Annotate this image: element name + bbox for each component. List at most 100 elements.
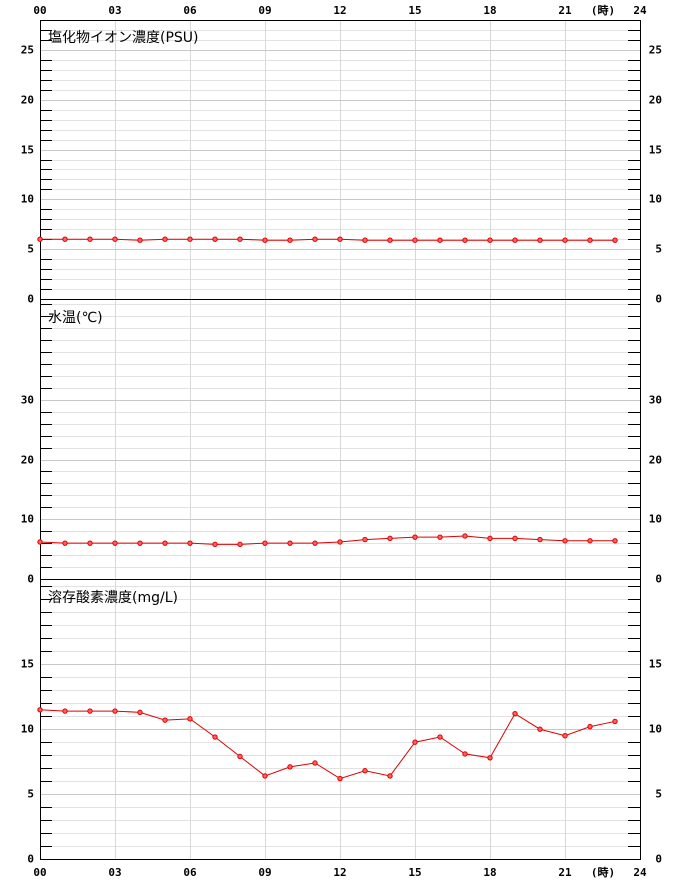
x-tick-label: 06: [183, 866, 197, 879]
data-point: [562, 237, 568, 243]
data-point: [512, 710, 518, 717]
data-point: [62, 708, 68, 714]
x-tick-label: 12: [333, 866, 346, 879]
y-tick-label-right: 5: [655, 243, 662, 256]
data-point: [337, 775, 343, 782]
x-tick-label: 12: [333, 4, 346, 17]
x-unit-label: (時): [591, 3, 615, 17]
y-tick-label: 20: [21, 94, 34, 107]
data-point: [612, 538, 618, 544]
y-tick-label-right: 30: [649, 394, 662, 407]
y-tick-label: 5: [27, 243, 34, 256]
data-point: [112, 236, 118, 242]
data-point: [212, 541, 218, 548]
y-tick-label: 0: [27, 293, 34, 306]
data-point: [212, 734, 218, 740]
data-point: [437, 237, 443, 243]
x-tick-label: 18: [483, 4, 496, 17]
data-point: [287, 237, 293, 243]
data-point: [237, 541, 243, 548]
data-point: [237, 753, 243, 760]
data-point: [587, 237, 593, 243]
data-point: [262, 237, 268, 243]
data-point: [512, 237, 518, 243]
data-point: [112, 708, 118, 714]
y-tick-label: 30: [21, 394, 34, 407]
data-point: [487, 535, 493, 542]
data-point: [187, 540, 193, 546]
x-tick-label: 03: [108, 866, 121, 879]
x-tick-label: 09: [258, 4, 271, 17]
data-point: [162, 717, 168, 723]
y-tick-label-right: 15: [649, 658, 662, 671]
x-tick-label: 03: [108, 4, 121, 17]
data-point: [312, 540, 318, 546]
data-point: [562, 538, 568, 544]
y-tick-label: 10: [21, 513, 34, 526]
y-tick-label-right: 10: [649, 193, 662, 206]
data-point: [137, 237, 143, 243]
y-tick-label: 15: [21, 144, 34, 157]
data-point: [462, 237, 468, 243]
y-tick-label-right: 15: [649, 144, 662, 157]
y-tick-label-right: 0: [655, 293, 662, 306]
data-point: [387, 773, 393, 779]
data-line: [39, 535, 615, 545]
data-point: [412, 739, 418, 745]
data-point: [487, 755, 493, 761]
x-tick-label: 00: [33, 4, 46, 17]
data-point: [612, 237, 618, 243]
data-point: [187, 236, 193, 242]
data-point: [37, 707, 43, 713]
data-point: [462, 751, 468, 757]
data-point: [337, 236, 343, 242]
data-point: [362, 768, 368, 774]
data-point: [87, 540, 93, 546]
panel-title: 水温(℃): [48, 310, 103, 326]
data-point: [412, 534, 418, 540]
y-tick-label: 10: [21, 723, 34, 736]
data-line: [40, 238, 615, 241]
data-point: [137, 709, 143, 716]
data-point: [262, 540, 268, 546]
data-point: [137, 540, 143, 546]
y-tick-label-right: 25: [649, 44, 662, 57]
data-point: [287, 540, 293, 546]
y-tick-label-right: 20: [649, 94, 662, 107]
data-point: [587, 723, 593, 730]
data-point: [62, 540, 68, 546]
x-tick-label: 24: [633, 4, 647, 17]
data-point: [337, 539, 343, 545]
data-point: [37, 539, 43, 545]
data-point: [437, 734, 443, 740]
x-tick-label: 21: [558, 4, 572, 17]
data-point: [312, 236, 318, 242]
data-point: [562, 733, 568, 739]
data-point: [612, 718, 618, 725]
data-point: [387, 237, 393, 243]
data-point: [162, 540, 168, 546]
data-point: [162, 236, 168, 242]
x-tick-label: 09: [258, 866, 271, 879]
panel-title: 塩化物イオン濃度(PSU): [48, 30, 199, 46]
data-point: [537, 726, 543, 732]
x-tick-label: 15: [408, 866, 421, 879]
y-tick-label-right: 20: [649, 454, 662, 467]
x-tick-label: 21: [558, 866, 572, 879]
data-point: [112, 540, 118, 546]
data-point: [212, 236, 218, 242]
data-point: [387, 535, 393, 542]
y-tick-label-right: 5: [655, 788, 662, 801]
x-unit-label: (時): [591, 865, 615, 879]
y-tick-label-right: 0: [655, 573, 662, 586]
y-tick-label-right: 0: [655, 853, 662, 866]
y-tick-label: 10: [21, 193, 34, 206]
panel-title: 溶存酸素濃度(mg/L): [48, 590, 178, 606]
data-point: [312, 760, 318, 766]
y-tick-label-right: 10: [649, 723, 662, 736]
data-point: [237, 236, 243, 242]
y-tick-label: 25: [21, 44, 34, 57]
x-tick-label: 15: [408, 4, 421, 17]
y-tick-label: 15: [21, 658, 34, 671]
